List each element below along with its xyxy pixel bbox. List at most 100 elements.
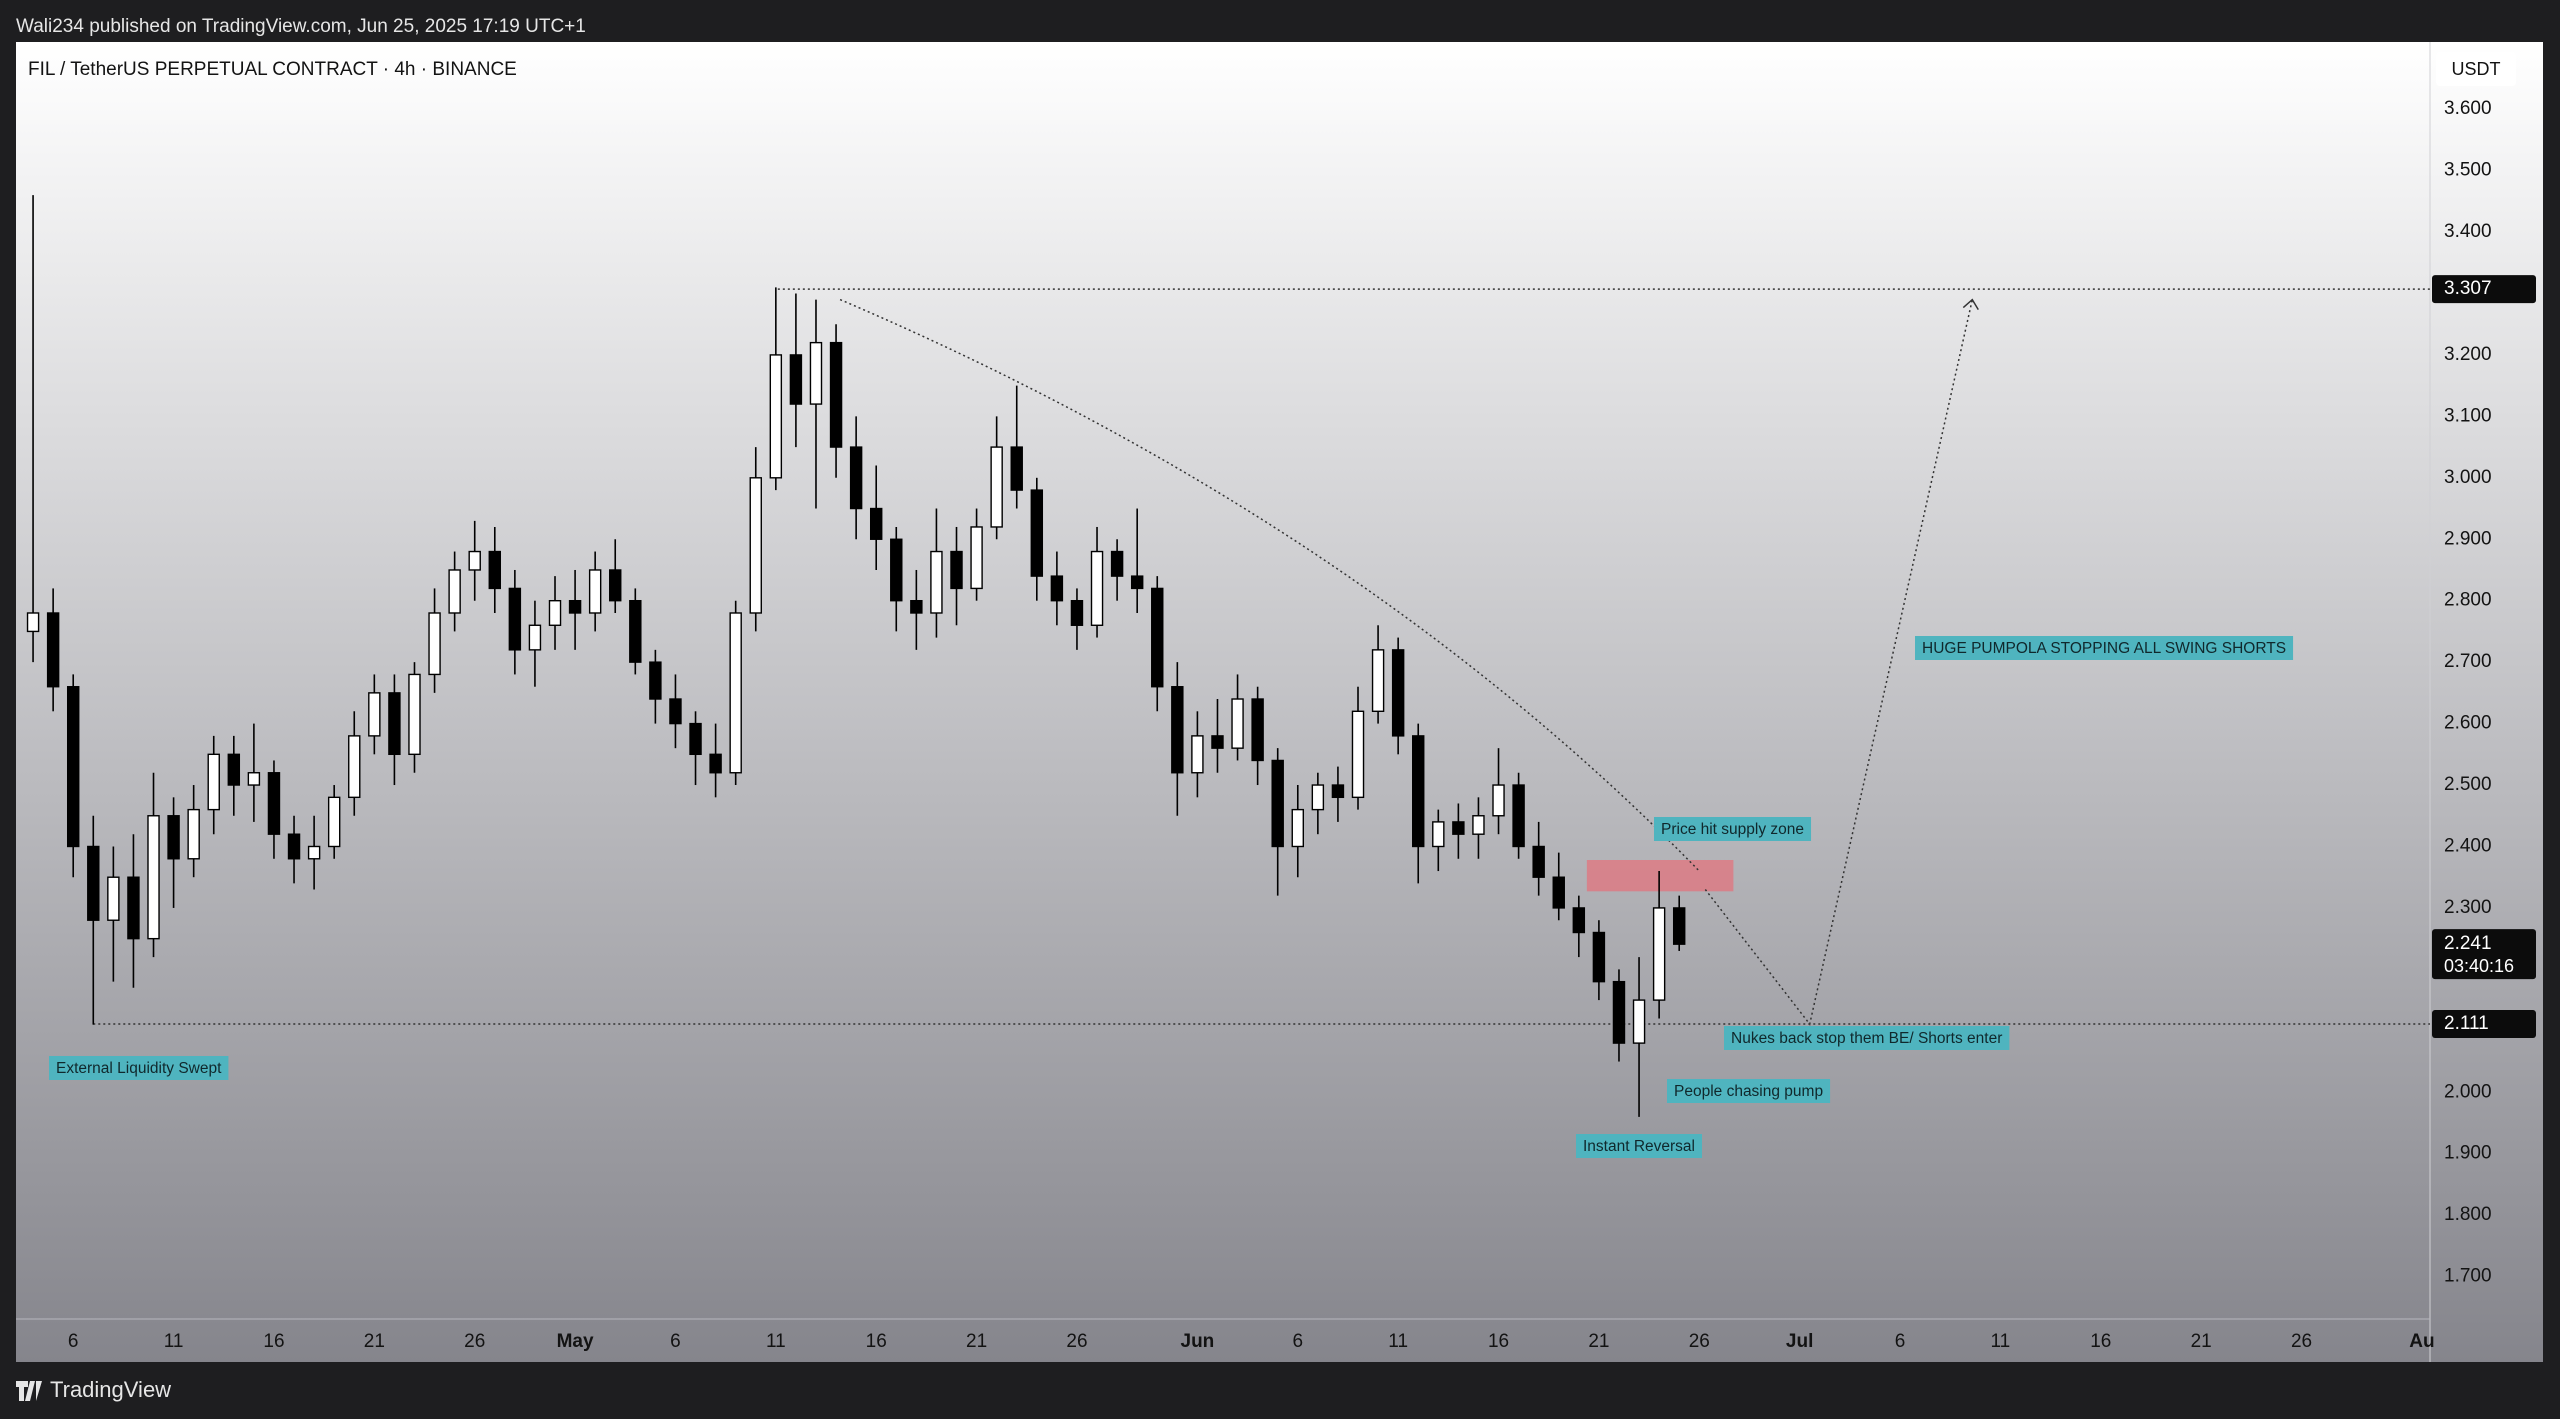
candle-body xyxy=(689,722,702,756)
candle-body xyxy=(1251,698,1264,762)
candle-body xyxy=(1050,575,1064,602)
candle-body xyxy=(167,815,180,860)
x-tick-label: 16 xyxy=(263,1331,284,1352)
candle-body xyxy=(1271,759,1284,848)
annotation-box xyxy=(1724,1026,2010,1050)
annotation-box xyxy=(1915,636,2294,660)
x-tick-label: 6 xyxy=(1895,1331,1906,1352)
x-tick-label: 11 xyxy=(1991,1331,2011,1352)
candle-body xyxy=(1472,815,1485,835)
candle-body xyxy=(207,753,220,811)
y-tick-label: 1.900 xyxy=(2444,1143,2492,1164)
y-tick-label: 3.600 xyxy=(2444,98,2492,119)
candle-body xyxy=(1030,489,1044,577)
candle-body xyxy=(829,341,843,448)
x-tick-label: 6 xyxy=(670,1331,681,1352)
candle-body xyxy=(1070,599,1084,626)
y-tick-label: 2.400 xyxy=(2444,835,2492,856)
candle-body xyxy=(1652,907,1666,1001)
y-tick-label: 3.400 xyxy=(2444,221,2492,242)
candle-body xyxy=(368,692,381,737)
x-tick-label: Jun xyxy=(1181,1331,1215,1352)
annotation-box xyxy=(1667,1079,1831,1103)
annotation-label: Nukes back stop them BE/ Shorts enter xyxy=(1731,1030,2002,1047)
candle-body xyxy=(869,507,883,540)
candle-body xyxy=(930,550,943,614)
candle-body xyxy=(990,446,1003,528)
candle-body xyxy=(849,446,863,510)
candle-body xyxy=(809,341,823,405)
candle-body xyxy=(1130,575,1144,590)
candle-body xyxy=(1010,446,1023,491)
candle-body xyxy=(147,815,160,940)
candle-body xyxy=(1351,710,1365,799)
candle-body xyxy=(468,550,481,571)
candle-body xyxy=(1110,550,1124,577)
x-tick-label: 16 xyxy=(2090,1331,2111,1352)
candle-body xyxy=(1532,845,1545,878)
candle-body xyxy=(287,833,301,860)
x-tick-label: 26 xyxy=(464,1331,485,1352)
y-tick-label: 3.000 xyxy=(2444,467,2492,488)
y-tick-label: 2.700 xyxy=(2444,651,2492,672)
candle-body xyxy=(1452,821,1465,835)
candle-body xyxy=(548,599,562,626)
countdown: 03:40:16 xyxy=(2444,956,2514,976)
last-price: 2.241 xyxy=(2444,933,2492,954)
candle-body xyxy=(46,612,60,688)
candle-body xyxy=(428,612,441,676)
level-price: 3.307 xyxy=(2444,278,2492,299)
x-tick-label: 11 xyxy=(766,1331,786,1352)
candle-body xyxy=(890,538,903,602)
y-tick-label: 3.500 xyxy=(2444,160,2492,181)
candle-body xyxy=(87,845,100,921)
candle-body xyxy=(107,876,120,921)
candle-body xyxy=(448,569,461,614)
candle-body xyxy=(488,550,502,590)
y-tick-label: 3.200 xyxy=(2444,344,2492,365)
x-tick-label: 21 xyxy=(2191,1331,2212,1352)
candle-body xyxy=(649,661,662,700)
x-tick-label: 26 xyxy=(2291,1331,2312,1352)
candle-body xyxy=(1572,907,1586,934)
x-tick-label: 21 xyxy=(364,1331,385,1352)
x-tick-label: 6 xyxy=(68,1331,79,1352)
candle-body xyxy=(66,686,80,848)
currency: USDT xyxy=(2452,59,2501,79)
x-tick-label: 26 xyxy=(1066,1331,1087,1352)
candle-body xyxy=(609,569,622,602)
x-tick-label: 26 xyxy=(1689,1331,1710,1352)
annotation-label: HUGE PUMPOLA STOPPING ALL SWING SHORTS xyxy=(1922,640,2286,657)
candle-body xyxy=(568,599,582,614)
y-tick-label: 1.700 xyxy=(2444,1266,2492,1287)
candle-body xyxy=(1432,821,1445,848)
x-tick-label: 16 xyxy=(866,1331,887,1352)
annotation-label: External Liquidity Swept xyxy=(56,1060,222,1077)
candle-body xyxy=(629,599,642,663)
annotation-label: People chasing pump xyxy=(1674,1083,1823,1100)
candle-body xyxy=(950,550,963,590)
candle-body xyxy=(388,692,401,756)
candle-body xyxy=(1211,735,1224,749)
candle-body xyxy=(528,624,542,651)
candle-body xyxy=(749,477,762,614)
annotation-box xyxy=(1654,817,1812,841)
candle-body xyxy=(1090,550,1104,626)
candle-body xyxy=(127,876,140,940)
candle-body xyxy=(1552,876,1565,909)
candle-body xyxy=(1592,931,1606,983)
candle-body xyxy=(970,526,983,590)
candle-body xyxy=(1412,735,1425,848)
level-price-box xyxy=(2432,1010,2536,1039)
candle-body xyxy=(789,354,803,405)
candle-body xyxy=(187,808,200,860)
candle-body xyxy=(1231,698,1244,749)
y-tick-label: 2.000 xyxy=(2444,1081,2492,1102)
candle-body xyxy=(1171,686,1184,774)
candle-body xyxy=(1512,784,1525,848)
x-tick-label: 11 xyxy=(164,1331,184,1352)
chart-title: FIL / TetherUS PERPETUAL CONTRACT · 4h ·… xyxy=(28,59,517,80)
candle-body xyxy=(508,587,522,651)
annotation-box xyxy=(49,1056,229,1080)
candle-body xyxy=(1371,649,1385,713)
